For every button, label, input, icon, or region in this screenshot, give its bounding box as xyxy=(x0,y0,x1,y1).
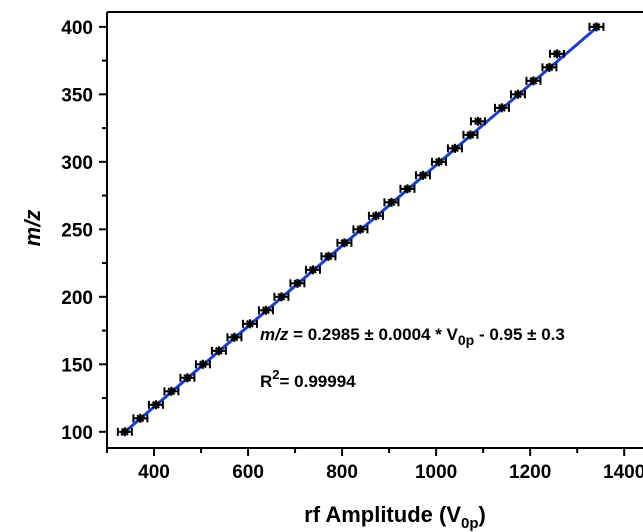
x-tick-label: 1200 xyxy=(509,462,551,483)
x-tick-label: 1000 xyxy=(415,462,457,483)
fit-equation-subscript: 0p xyxy=(458,332,474,348)
data-point xyxy=(509,89,526,99)
axes xyxy=(106,11,643,449)
y-tick-label: 150 xyxy=(61,355,93,376)
y-tick-label: 350 xyxy=(61,85,93,106)
data-point xyxy=(446,143,463,153)
data-point xyxy=(588,22,605,32)
data-point xyxy=(462,130,479,140)
r-squared-prefix: R xyxy=(260,372,272,391)
x-axis-title-close: ) xyxy=(479,502,486,527)
data-point xyxy=(289,278,306,288)
data-point xyxy=(469,116,486,126)
data-point xyxy=(226,332,243,342)
tick-labels: 400 600 800 1000 1200 1400 100 150 200 250 300 350 4… xyxy=(61,18,643,483)
data-point xyxy=(304,265,321,275)
data-points xyxy=(116,22,605,437)
x-tick-label: 800 xyxy=(326,462,358,483)
data-point xyxy=(541,62,558,72)
r-squared: R2= 0.99994 xyxy=(260,367,356,391)
x-axis-title-main: rf Amplitude (V xyxy=(304,502,461,527)
data-point xyxy=(163,386,180,396)
data-point xyxy=(430,157,447,167)
x-tick-label: 400 xyxy=(138,462,170,483)
data-point xyxy=(320,251,337,261)
data-point xyxy=(525,76,542,86)
data-point xyxy=(399,184,416,194)
data-point xyxy=(241,319,258,329)
data-point xyxy=(179,373,196,383)
fit-equation-main: = 0.2985 ± 0.0004 * V xyxy=(288,325,458,344)
data-point xyxy=(257,305,274,315)
fit-equation-tail: - 0.95 ± 0.3 xyxy=(474,325,565,344)
data-point xyxy=(210,346,227,356)
data-point xyxy=(383,197,400,207)
y-tick-label: 200 xyxy=(61,288,93,309)
data-point xyxy=(132,413,149,423)
r-squared-value: = 0.99994 xyxy=(280,372,357,391)
data-point xyxy=(147,400,164,410)
x-axis-title-subscript: 0p xyxy=(461,515,479,532)
r-squared-superscript: 2 xyxy=(272,367,279,382)
data-point xyxy=(352,224,369,234)
x-tick-label: 1400 xyxy=(603,462,643,483)
data-point xyxy=(116,427,133,437)
x-axis-title: rf Amplitude (V0p) xyxy=(304,502,486,532)
y-tick-label: 400 xyxy=(61,18,93,39)
data-point xyxy=(194,359,211,369)
y-tick-label: 100 xyxy=(61,423,93,444)
data-point xyxy=(336,238,353,248)
fit-equation-mz: m/z xyxy=(260,325,289,344)
data-point xyxy=(273,292,290,302)
y-tick-label: 300 xyxy=(61,153,93,174)
data-point xyxy=(414,170,431,180)
data-point xyxy=(367,211,384,221)
fit-equation: m/z = 0.2985 ± 0.0004 * V0p - 0.95 ± 0.3 xyxy=(260,325,565,348)
y-tick-label: 250 xyxy=(61,220,93,241)
data-point xyxy=(493,103,510,113)
x-tick-label: 600 xyxy=(232,462,264,483)
data-point xyxy=(548,49,565,59)
axis-ticks xyxy=(99,25,626,456)
y-axis-title: m/z xyxy=(20,210,45,247)
